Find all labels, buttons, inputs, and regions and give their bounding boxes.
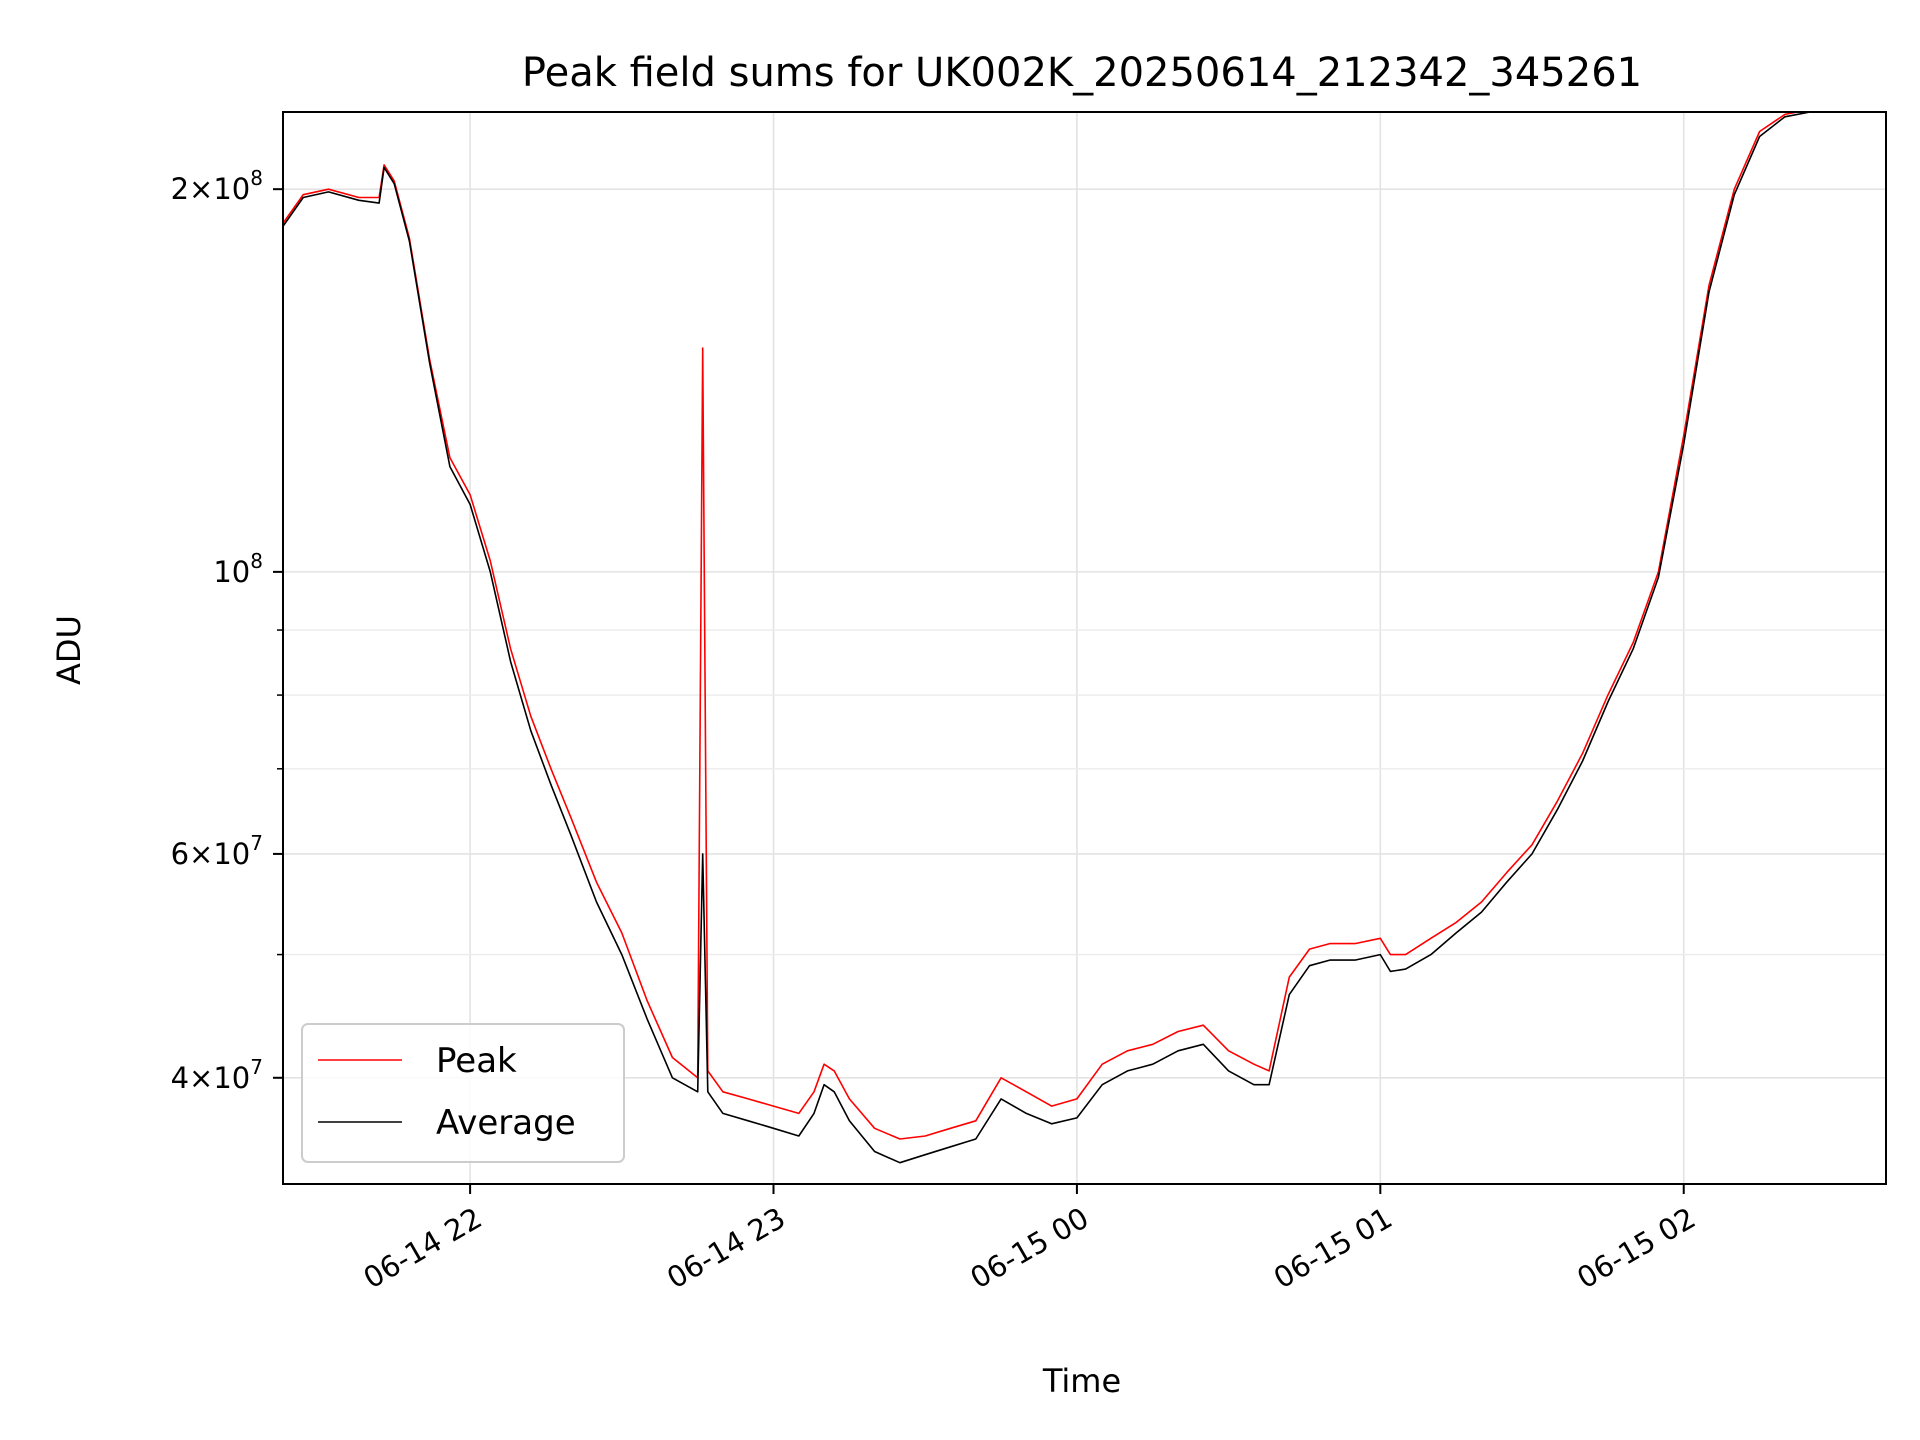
chart-title: Peak field sums for UK002K_20250614_2123… <box>522 50 1642 96</box>
series-line-average <box>283 112 1819 1164</box>
legend-peak-label: Peak <box>436 1041 517 1081</box>
legend-average-label: Average <box>436 1103 576 1143</box>
y-tick-label: 6×107 <box>171 831 263 871</box>
series-layer <box>283 112 1819 1164</box>
x-axis-label: Time <box>1042 1362 1121 1400</box>
y-tick-label: 2×108 <box>171 166 263 206</box>
series-line-peak <box>283 112 1802 1140</box>
legend-box <box>301 1023 625 1163</box>
grid <box>283 112 1886 1184</box>
plot-frame <box>282 111 1887 1185</box>
y-axis-label: ADU <box>50 615 88 685</box>
y-tick-label: 4×107 <box>171 1055 263 1095</box>
legend: Peak Average <box>301 1023 625 1163</box>
